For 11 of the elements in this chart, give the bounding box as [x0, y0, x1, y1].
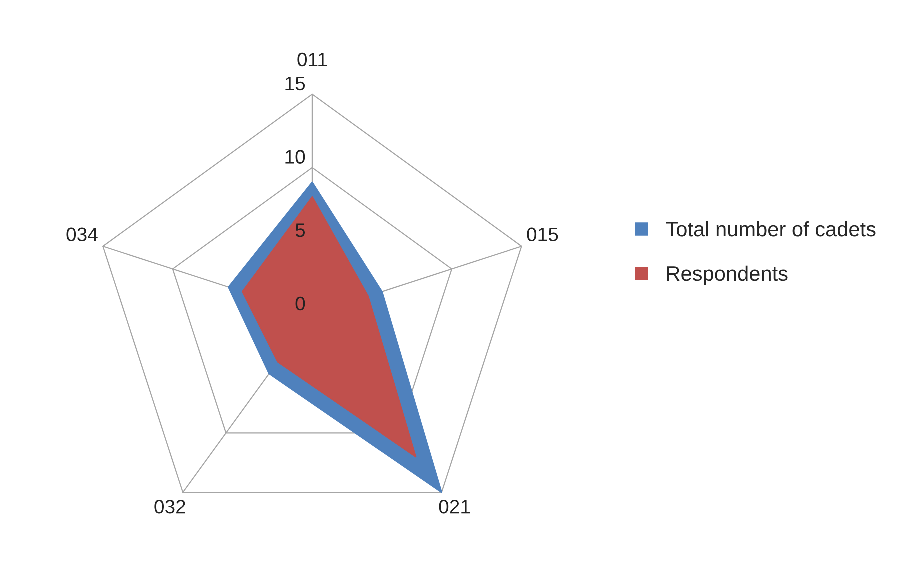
spoke-label: 021 [439, 500, 470, 514]
y-tick-label: 10 [286, 150, 306, 164]
legend-label: Respondents [667, 266, 788, 286]
spoke-label: 015 [527, 228, 558, 242]
legend-label: Total number of cadets [666, 221, 876, 237]
y-tick-label: 15 [286, 77, 306, 91]
y-tick-label: 5 [296, 224, 306, 238]
spoke-label: 032 [154, 500, 186, 514]
spoke-label: 034 [66, 228, 98, 242]
spoke-label: 011 [298, 52, 328, 67]
y-tick-label: 0 [296, 296, 306, 311]
